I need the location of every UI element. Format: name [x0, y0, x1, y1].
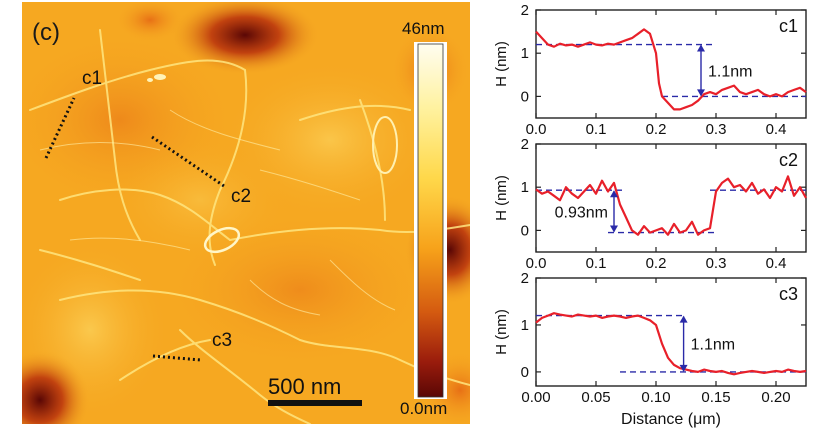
afm-dark-pit: [170, 2, 320, 75]
chart-title: c2: [779, 150, 798, 170]
x-axis-label: Distance (μm): [621, 411, 721, 428]
y-tick-label: 1: [521, 45, 529, 62]
annotation-label: 1.1nm: [691, 337, 735, 354]
y-axis-label: H (nm): [493, 309, 510, 355]
plot-frame: [535, 9, 807, 119]
afm-particle: [147, 78, 153, 82]
y-tick-label: 1: [521, 317, 529, 334]
x-tick-label: 0.2: [646, 121, 667, 138]
y-tick-label: 1: [521, 179, 529, 196]
x-tick-label: 0.1: [586, 255, 607, 272]
afm-loop: [372, 116, 398, 174]
x-tick-label: 0.2: [646, 255, 667, 272]
y-axis-label: H (nm): [493, 41, 510, 87]
colorbar-min-label: 0.0nm: [400, 399, 447, 418]
chart-c2: 0.0 0.1 0.2 0.3 0.4 0 1 2 H (nm) c2 0.93nm: [493, 136, 807, 272]
arrow-head: [697, 44, 705, 52]
x-tick-label: 0.4: [766, 121, 787, 138]
arrow-head: [679, 364, 688, 372]
plot-frame: [535, 143, 807, 253]
colorbar: [417, 43, 444, 398]
afm-terrace: [110, 140, 290, 260]
scale-bar-label: 500 nm: [268, 374, 341, 399]
scale-bar: [268, 400, 362, 406]
x-tick-label: 0.4: [766, 255, 787, 272]
data-line: [535, 28, 807, 111]
y-tick-label: 2: [521, 2, 529, 19]
data-line: [535, 312, 807, 376]
x-tick-label: 0.0: [526, 255, 547, 272]
y-tick-label: 2: [521, 270, 529, 287]
profile-charts: 0.0 0.1 0.2 0.3 0.4 0 1 2 H (nm) c1 1.1nm 0.0 0.1 0.2…: [493, 2, 807, 428]
line-marker-c1: [44, 97, 76, 159]
x-tick-label: 0.3: [706, 121, 727, 138]
arrow-head: [679, 315, 688, 323]
x-tick-label: 0.1: [586, 121, 607, 138]
y-tick-label: 2: [521, 136, 529, 153]
x-tick-label: 0.20: [761, 389, 790, 406]
x-tick-label: 0.3: [706, 255, 727, 272]
afm-fine-ridges: [39, 109, 396, 316]
chart-c3: 0.00 0.05 0.10 0.15 0.20 0 1 2 H (nm) c3 1.1nm Dist…: [493, 270, 807, 428]
x-tick-label: 0.10: [641, 389, 670, 406]
line-label-c2: c2: [231, 186, 251, 207]
data-line: [535, 175, 807, 236]
line-label-c1: c1: [82, 68, 102, 89]
colorbar-max-label: 46nm: [402, 19, 445, 38]
annotation-label: 1.1nm: [708, 63, 752, 80]
panel-label: (c): [32, 19, 60, 46]
x-tick-label: 0.15: [701, 389, 730, 406]
chart-title: c1: [779, 16, 798, 36]
afm-dark-pit: [22, 350, 90, 424]
annotation-label: 0.93nm: [555, 204, 608, 221]
arrow-head: [610, 190, 618, 198]
afm-loop: [203, 226, 241, 254]
chart-title: c3: [779, 284, 798, 304]
y-tick-label: 0: [521, 88, 529, 105]
y-tick-label: 0: [521, 364, 529, 381]
y-tick-label: 0: [521, 222, 529, 239]
arrow-head: [610, 225, 618, 233]
afm-dark-pit: [115, 2, 185, 42]
x-tick-label: 0.0: [526, 121, 547, 138]
x-tick-label: 0.00: [521, 389, 550, 406]
plot-frame: [535, 277, 807, 387]
y-axis-label: H (nm): [493, 175, 510, 221]
line-label-c3: c3: [212, 330, 232, 351]
arrow-head: [697, 89, 705, 97]
afm-particle: [154, 74, 166, 80]
chart-c1: 0.0 0.1 0.2 0.3 0.4 0 1 2 H (nm) c1 1.1nm: [493, 2, 807, 138]
line-marker-c3: [152, 354, 202, 362]
x-tick-label: 0.05: [581, 389, 610, 406]
